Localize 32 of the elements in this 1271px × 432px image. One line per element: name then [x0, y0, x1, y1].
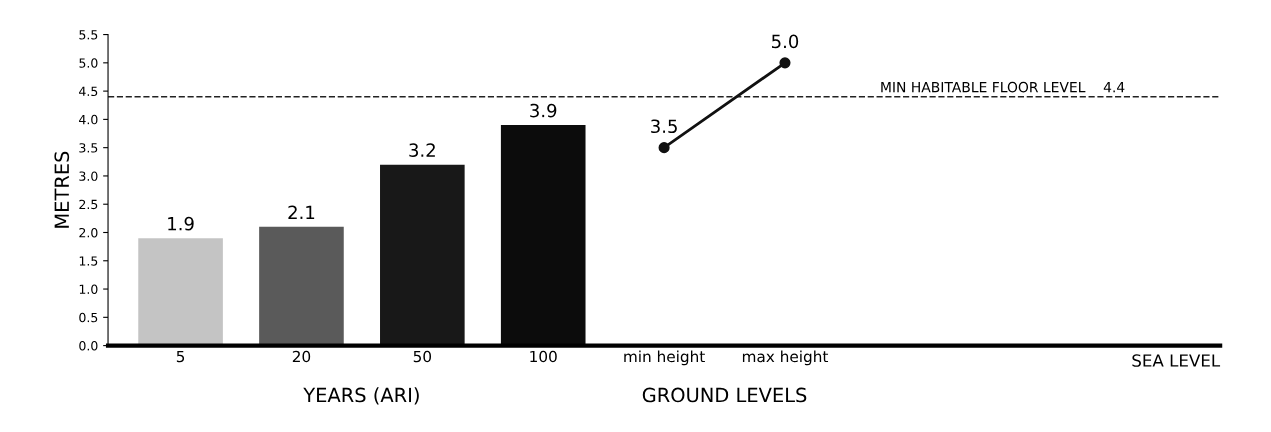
y-tick-label: 0.0	[79, 341, 98, 351]
data-label: 3.9	[530, 103, 557, 118]
x-tick-label: min height	[624, 350, 705, 366]
data-label: 3.2	[409, 143, 435, 157]
data-label: 2.1	[288, 205, 315, 219]
bar	[138, 238, 223, 346]
y-tick-label: 1.0	[79, 284, 98, 294]
x-tick-label: 100	[530, 350, 557, 363]
data-label: 3.5	[651, 119, 677, 134]
bar	[380, 164, 465, 346]
y-tick-label: 0.5	[79, 312, 98, 323]
y-tick-label: 2.5	[79, 199, 98, 210]
y-tick-label: 4.0	[79, 114, 98, 125]
y-tick-label: 2.0	[79, 227, 98, 238]
text: SEA LEVEL	[1132, 354, 1221, 367]
y-tick-label: 3.5	[79, 143, 98, 153]
ref-line-label: MIN HABITABLE FLOOR LEVEL 4.4	[881, 81, 1125, 93]
y-tick-label: 1.5	[79, 256, 98, 266]
x-tick-label: 50	[413, 350, 432, 363]
bar	[259, 226, 344, 346]
text: YEARS (ARI)	[303, 387, 419, 405]
data-label: 1.9	[168, 216, 194, 231]
y-axis-title: METRES	[54, 151, 70, 228]
data-label: 5.0	[772, 34, 799, 49]
y-tick-label: 3.0	[79, 171, 98, 181]
y-tick-label: 5.0	[79, 58, 98, 68]
x-tick-label: 20	[292, 350, 311, 363]
text: GROUND LEVELS	[642, 387, 807, 403]
y-tick-label: 4.5	[79, 86, 98, 97]
x-tick-label: max height	[742, 350, 829, 366]
y-tick-label: 5.5	[79, 30, 98, 40]
x-tick-label: 5	[176, 350, 185, 363]
